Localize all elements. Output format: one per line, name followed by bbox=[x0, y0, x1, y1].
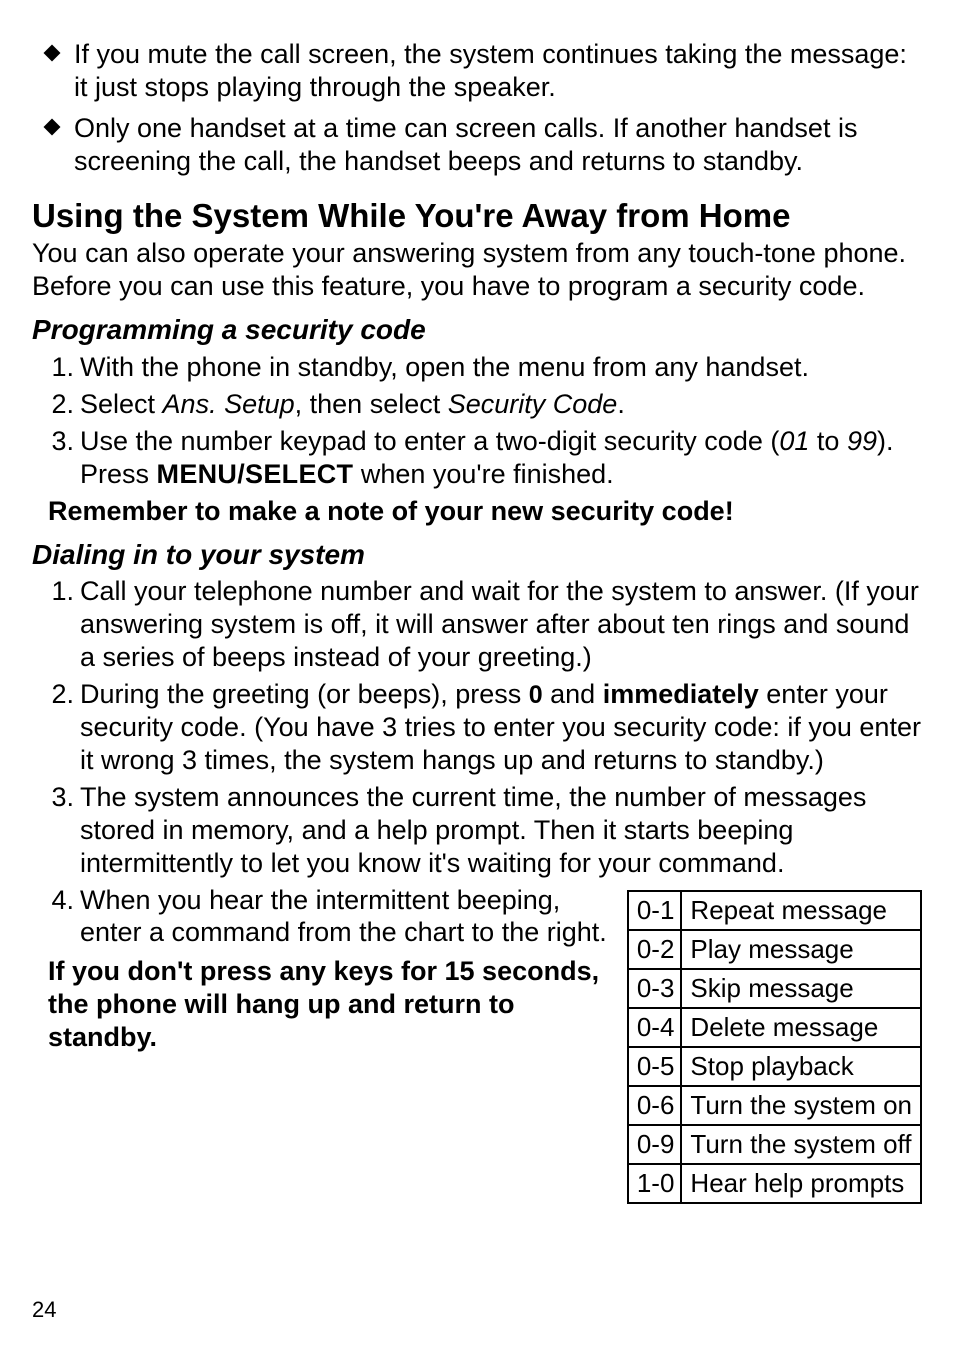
step4-column: When you hear the intermittent beeping, … bbox=[32, 884, 611, 1055]
bullet-item: Only one handset at a time can screen ca… bbox=[32, 112, 922, 178]
command-code: 0-6 bbox=[628, 1086, 682, 1125]
command-code: 0-1 bbox=[628, 891, 682, 930]
table-row: 1-0Hear help prompts bbox=[628, 1164, 921, 1203]
step-item: The system announces the current time, t… bbox=[32, 781, 922, 880]
table-row: 0-4Delete message bbox=[628, 1008, 921, 1047]
command-code: 1-0 bbox=[628, 1164, 682, 1203]
table-row: 0-9Turn the system off bbox=[628, 1125, 921, 1164]
diamond-icon bbox=[44, 118, 61, 135]
page-number: 24 bbox=[32, 1297, 56, 1323]
command-table-body: 0-1Repeat message 0-2Play message 0-3Ski… bbox=[628, 891, 921, 1203]
table-row: 0-1Repeat message bbox=[628, 891, 921, 930]
step-text: During the greeting (or beeps), press 0 … bbox=[80, 679, 921, 775]
step-item: Call your telephone number and wait for … bbox=[32, 575, 922, 674]
step-item: When you hear the intermittent beeping, … bbox=[32, 884, 611, 950]
section-intro: You can also operate your answering syst… bbox=[32, 237, 922, 303]
programming-steps: With the phone in standby, open the menu… bbox=[32, 351, 922, 491]
bullet-text: If you mute the call screen, the system … bbox=[74, 39, 907, 102]
command-label: Skip message bbox=[681, 969, 921, 1008]
dialing-steps: Call your telephone number and wait for … bbox=[32, 575, 922, 879]
bullet-list: If you mute the call screen, the system … bbox=[32, 38, 922, 178]
table-row: 0-6Turn the system on bbox=[628, 1086, 921, 1125]
table-row: 0-5Stop playback bbox=[628, 1047, 921, 1086]
step-text: Select Ans. Setup, then select Security … bbox=[80, 389, 625, 419]
diamond-icon bbox=[44, 45, 61, 62]
step-item: With the phone in standby, open the menu… bbox=[32, 351, 922, 384]
command-label: Hear help prompts bbox=[681, 1164, 921, 1203]
command-label: Repeat message bbox=[681, 891, 921, 930]
command-label: Stop playback bbox=[681, 1047, 921, 1086]
step-item: Use the number keypad to enter a two-dig… bbox=[32, 425, 922, 491]
command-label: Turn the system off bbox=[681, 1125, 921, 1164]
table-row: 0-3Skip message bbox=[628, 969, 921, 1008]
step-text: When you hear the intermittent beeping, … bbox=[80, 885, 607, 948]
bullet-item: If you mute the call screen, the system … bbox=[32, 38, 922, 104]
bullet-text: Only one handset at a time can screen ca… bbox=[74, 113, 857, 176]
step-text: With the phone in standby, open the menu… bbox=[80, 352, 809, 382]
dialing-heading: Dialing in to your system bbox=[32, 538, 922, 572]
command-code: 0-3 bbox=[628, 969, 682, 1008]
command-label: Turn the system on bbox=[681, 1086, 921, 1125]
step-text: Call your telephone number and wait for … bbox=[80, 576, 919, 672]
command-code: 0-5 bbox=[628, 1047, 682, 1086]
command-label: Play message bbox=[681, 930, 921, 969]
command-code: 0-9 bbox=[628, 1125, 682, 1164]
command-table: 0-1Repeat message 0-2Play message 0-3Ski… bbox=[627, 890, 922, 1204]
command-code: 0-4 bbox=[628, 1008, 682, 1047]
command-label: Delete message bbox=[681, 1008, 921, 1047]
step-text: The system announces the current time, t… bbox=[80, 782, 866, 878]
dialing-note: If you don't press any keys for 15 secon… bbox=[32, 955, 611, 1054]
table-row: 0-2Play message bbox=[628, 930, 921, 969]
command-code: 0-2 bbox=[628, 930, 682, 969]
step-text: Use the number keypad to enter a two-dig… bbox=[80, 426, 893, 489]
step-item: Select Ans. Setup, then select Security … bbox=[32, 388, 922, 421]
section-heading: Using the System While You're Away from … bbox=[32, 196, 922, 236]
programming-note: Remember to make a note of your new secu… bbox=[32, 495, 922, 528]
programming-heading: Programming a security code bbox=[32, 313, 922, 347]
step-item: During the greeting (or beeps), press 0 … bbox=[32, 678, 922, 777]
step4-and-table: When you hear the intermittent beeping, … bbox=[32, 884, 922, 1204]
